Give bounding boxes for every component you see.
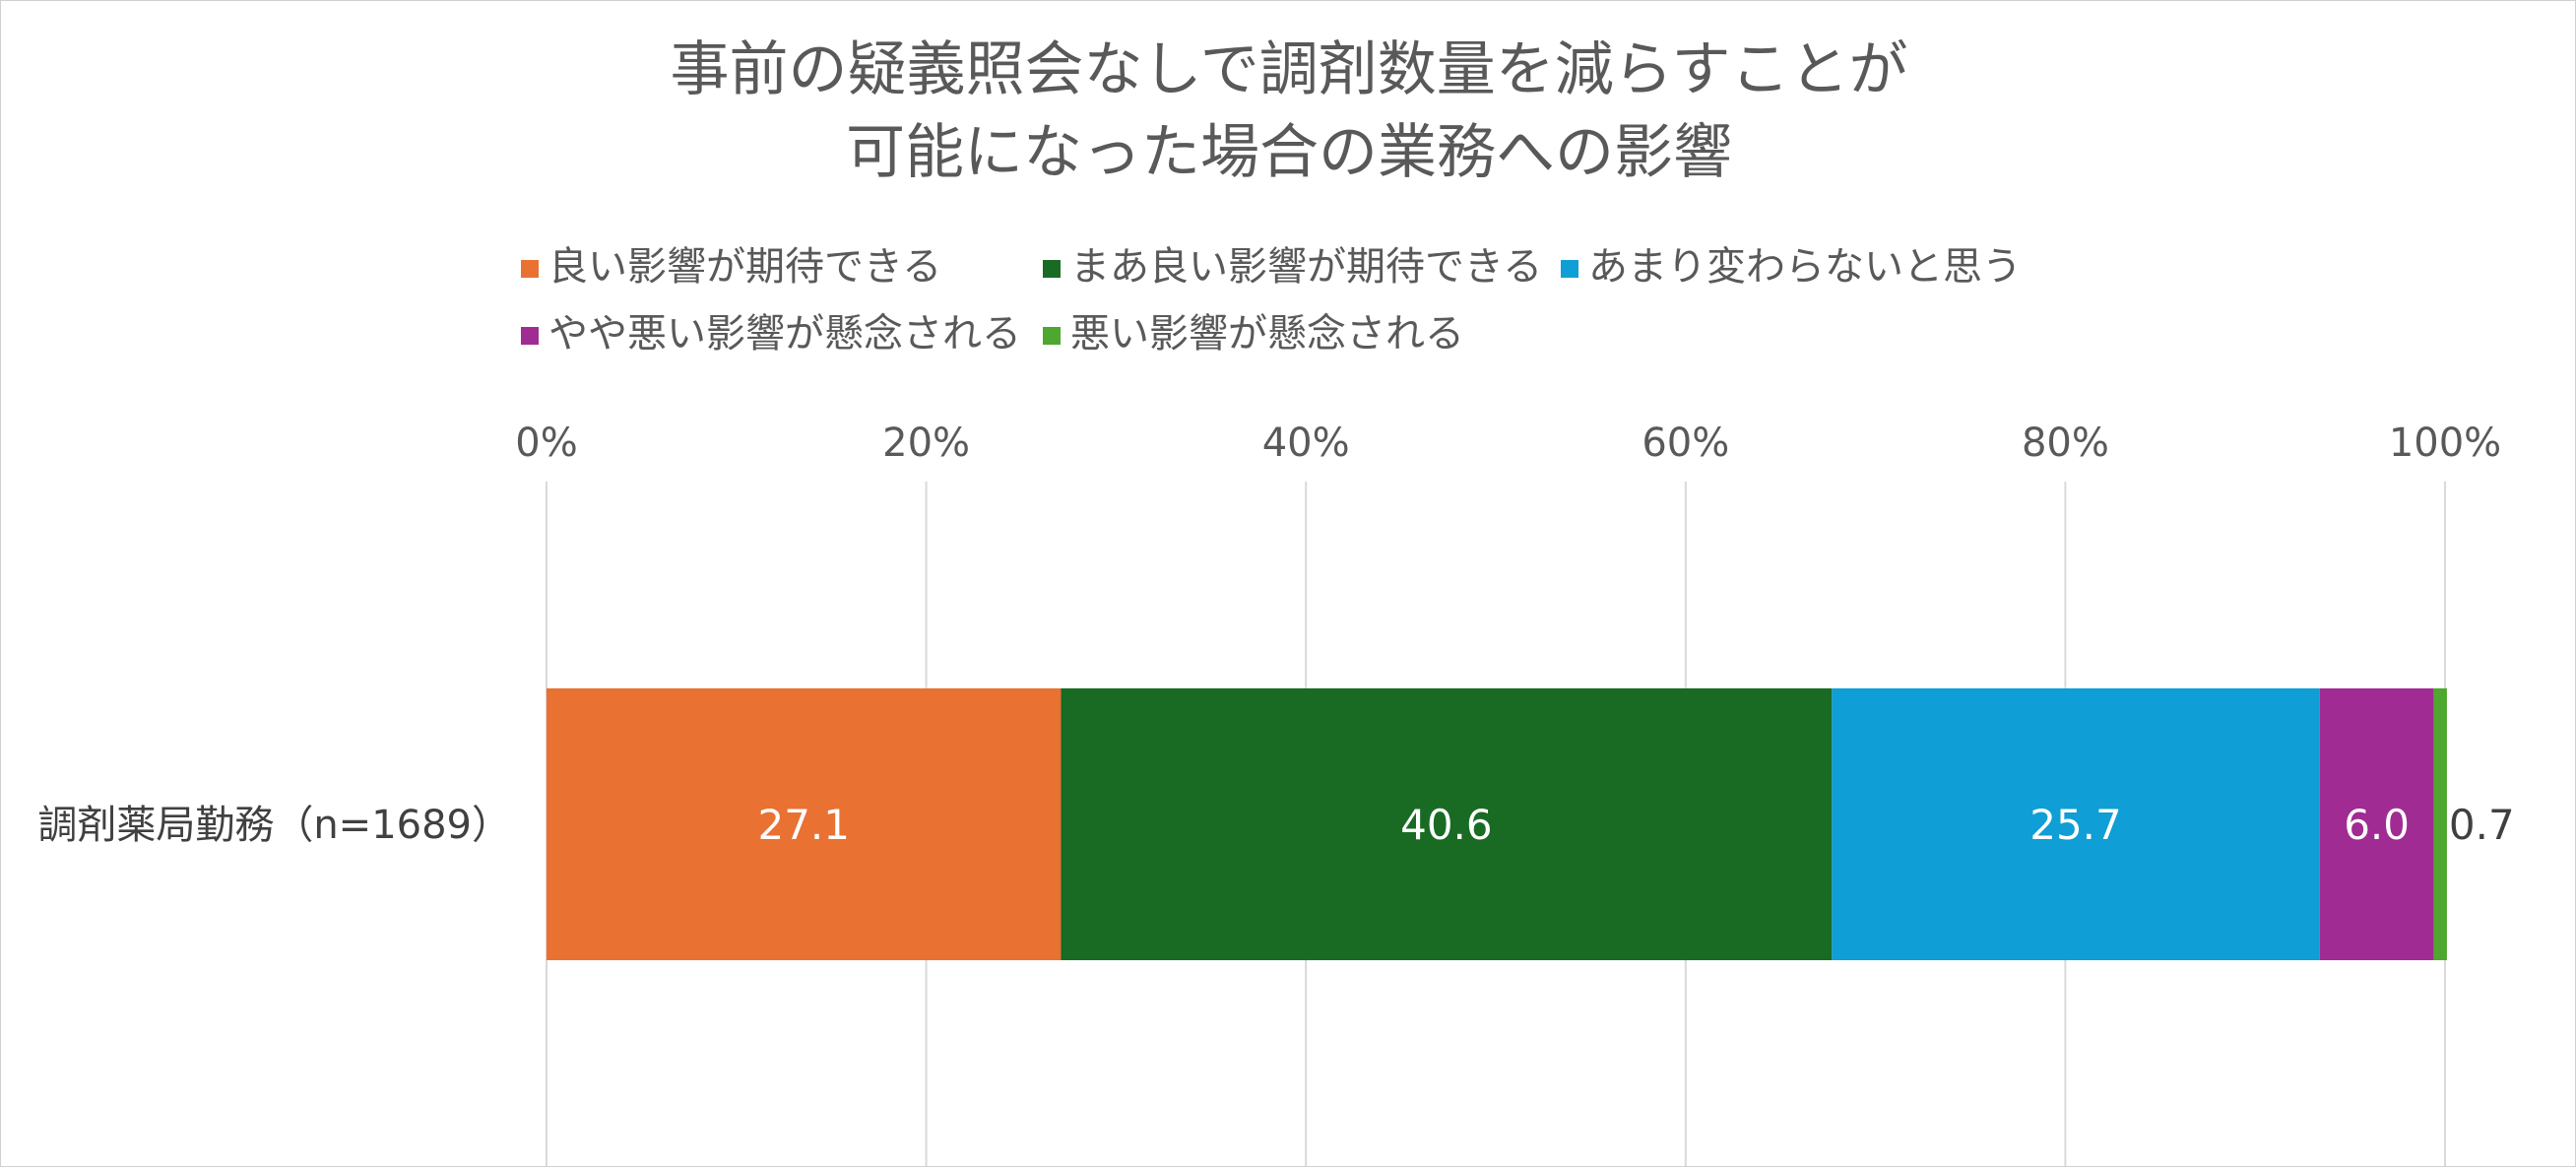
x-tick-label: 40%	[1262, 421, 1350, 466]
chart-legend: 良い影響が期待できる まあ良い影響が期待できる あまり変わらないと思う やや悪い…	[521, 237, 2096, 385]
legend-label-bad: 悪い影響が懸念される	[1070, 311, 1464, 357]
bar-segment	[2433, 688, 2447, 960]
legend-swatch-bad	[1043, 327, 1061, 345]
data-label: 6.0	[2344, 801, 2410, 849]
legend-label-somewhat-good: まあ良い影響が期待できる	[1070, 244, 1543, 290]
chart-title-line-1: 事前の疑義照会なしで調剤数量を減らすことが	[670, 35, 1908, 104]
legend-swatch-good	[521, 260, 539, 278]
bar-segment	[1061, 688, 1833, 960]
data-label: 40.6	[1400, 801, 1493, 849]
legend-label-no-change: あまり変わらないと思う	[1588, 244, 2022, 290]
data-label: 25.7	[2029, 801, 2122, 849]
x-tick-label: 100%	[2389, 421, 2501, 466]
x-tick-label: 60%	[1642, 421, 1729, 466]
x-tick-label: 80%	[2022, 421, 2109, 466]
data-label: 0.7	[2449, 801, 2515, 849]
data-label: 27.1	[757, 801, 850, 849]
bar-segment	[547, 688, 1062, 960]
x-tick-label: 0%	[515, 421, 577, 466]
bar-segment	[1832, 688, 2320, 960]
chart-title-line-2: 可能になった場合の業務への影響	[846, 118, 1732, 187]
chart-title: 事前の疑義照会なしで調剤数量を減らすことが 可能になった場合の業務への影響	[1, 29, 2576, 194]
legend-label-good: 良い影響が期待できる	[548, 244, 942, 290]
x-tick-label: 20%	[882, 421, 970, 466]
legend-swatch-no-change	[1561, 260, 1578, 278]
legend-swatch-somewhat-bad	[521, 327, 539, 345]
legend-label-somewhat-bad: やや悪い影響が懸念される	[548, 311, 1021, 357]
legend-swatch-somewhat-good	[1043, 260, 1061, 278]
category-label: 調剤薬局勤務（n=1689）	[37, 803, 511, 848]
bar-segment	[2319, 688, 2434, 960]
